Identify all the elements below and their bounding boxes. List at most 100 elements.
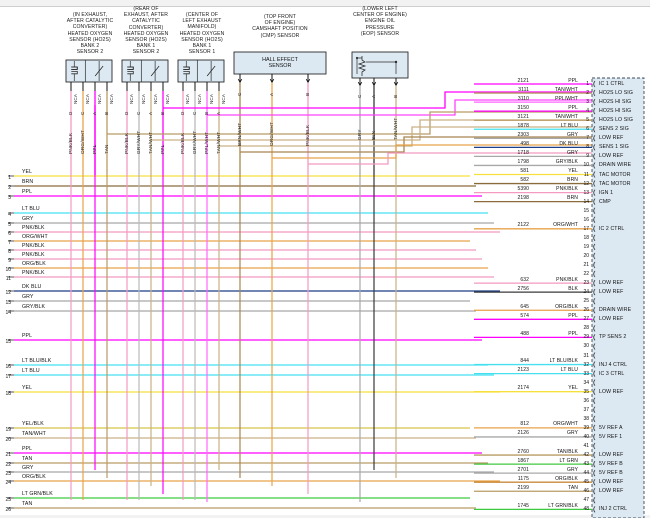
left-wire-label-16: LT BLU/BLK: [22, 357, 52, 364]
connector-pin-number-12: 12: [583, 180, 589, 187]
left-pin-number-16: 16: [5, 363, 11, 370]
circuit-color-4: PPL: [568, 104, 578, 111]
connector-clip-6: [593, 125, 596, 133]
ecm-connector-panel: [591, 77, 645, 518]
connector-clip-33: [593, 370, 596, 377]
left-pin-number-7: 7: [8, 239, 11, 246]
left-pin-number-9: 9: [8, 257, 11, 264]
pin-letter-ho2s-b1s1-D: D: [179, 111, 185, 115]
left-pin-number-6: 6: [8, 230, 11, 237]
wire-color-label-ho2s-b1s2-B: PPL: [159, 144, 165, 154]
connector-pin-number-5: 5: [586, 117, 589, 124]
connector-clip-39: [593, 424, 596, 432]
circuit-number-33: 2123: [517, 367, 529, 374]
connector-clip-48: [593, 506, 596, 513]
route-orgwht-cmp: [272, 144, 640, 159]
sensor-body-ho2s-b1s2: [121, 59, 169, 83]
connector-pin-number-20: 20: [583, 252, 589, 259]
connector-clip-9: [593, 153, 596, 160]
wire-color-label-cmp-B: PNK/BLK: [304, 124, 310, 146]
connector-clip-8: [593, 144, 596, 151]
left-pin-number-14: 14: [5, 309, 11, 316]
page-bottom-border: [0, 515, 650, 518]
left-wire-label-24: ORG/BLK: [22, 473, 46, 480]
circuit-color-48: LT GRN/BLK: [548, 502, 578, 509]
circuit-color-24: BLK: [568, 285, 578, 292]
circuit-number-45: 1175: [517, 475, 529, 482]
wire-color-label-ho2s-b1s1-A: TAN/WHT: [215, 131, 221, 154]
circuit-color-8: DK BLU: [559, 140, 578, 147]
left-wire-label-14: GRY/BLK: [22, 303, 46, 310]
left-wire-label-18: YEL: [22, 384, 33, 391]
circuit-number-27: 574: [520, 312, 529, 319]
connector-clip-34: [593, 379, 596, 386]
connector-clip-5: [593, 116, 596, 124]
left-wire-label-5: GRY: [22, 215, 34, 222]
connector-clip-44: [593, 469, 596, 477]
wire-color-label-ho2s-b1s1-C: GRY/WHT: [191, 130, 197, 154]
wire-color-label-ho2s-b1s2-A: TAN/WHT: [147, 131, 153, 154]
connector-pin-number-30: 30: [583, 343, 589, 350]
connector-clip-41: [593, 442, 596, 450]
connector-clip-23: [593, 279, 596, 287]
circuit-number-3: 3110: [517, 95, 529, 102]
connector-pin-number-14: 14: [583, 198, 589, 205]
connector-function-33: IC 3 CTRL: [599, 370, 625, 377]
connector-pin-number-39: 39: [583, 424, 589, 431]
connector-clip-42: [593, 451, 596, 459]
wire-color-label-cmp-C: BRN/WHT: [236, 122, 242, 146]
circuit-number-8: 498: [520, 140, 529, 147]
left-pin-number-24: 24: [5, 479, 11, 486]
connector-function-42: LOW REF: [599, 452, 624, 459]
left-wire-label-26: TAN: [22, 500, 33, 507]
connector-pin-number-31: 31: [583, 352, 589, 359]
left-pin-number-8: 8: [8, 248, 11, 255]
left-wire-label-8: PNK/BLK: [22, 242, 45, 249]
left-wire-label-9: PNK/BLK: [22, 251, 45, 258]
nca-label-ho2s-b2s2-D: NCA: [73, 94, 79, 104]
left-wire-label-13: GRY: [22, 293, 34, 300]
circuit-number-29: 488: [520, 330, 529, 337]
connector-function-39: 5V REF A: [599, 424, 623, 431]
eop-body: [351, 51, 409, 79]
left-wire-label-6: PNK/BLK: [22, 224, 45, 231]
pin-letter-ho2s-b2s2-A: A: [91, 111, 97, 115]
left-pin-number-17: 17: [5, 373, 11, 380]
circuit-color-42: TAN/BLK: [556, 448, 578, 455]
circuit-number-10: 1798: [517, 158, 529, 165]
connector-function-32: INJ 4 CTRL: [599, 361, 628, 368]
connector-clip-12: [593, 180, 596, 187]
connector-pin-number-48: 48: [583, 506, 589, 513]
connector-function-10: DRAIN WIRE: [599, 162, 632, 169]
connector-pin-number-26: 26: [583, 307, 589, 314]
connector-pin-number-32: 32: [583, 361, 589, 368]
connector-function-27: LOW REF: [599, 316, 624, 323]
page-top-border: [0, 0, 650, 7]
sensor-title-ho2s-b1s2: (REAR OF EXHAUST, AFTER CATALYTIC CONVER…: [123, 6, 169, 56]
route-pplwht: [207, 99, 640, 116]
connector-clip-17: [593, 225, 596, 233]
circuit-color-17: ORG/WHT: [553, 222, 578, 229]
connector-pin-number-45: 45: [583, 479, 589, 486]
circuit-number-12: 582: [520, 177, 529, 184]
connector-function-35: LOW REF: [599, 388, 624, 395]
left-wire-label-23: GRY: [22, 464, 34, 471]
pin-letter-eop-A: A: [370, 94, 376, 98]
connector-clip-20: [593, 252, 596, 260]
connector-pin-number-24: 24: [583, 289, 589, 296]
connector-function-29: TP SENS 2: [599, 334, 627, 341]
circuit-color-3: PPL/WHT: [555, 95, 578, 102]
left-pin-number-22: 22: [5, 461, 11, 468]
connector-function-43: 5V REF B: [599, 461, 623, 468]
connector-pin-number-15: 15: [583, 207, 589, 214]
connector-function-23: LOW REF: [599, 280, 624, 287]
connector-pin-number-7: 7: [586, 135, 589, 142]
left-wire-label-4: LT BLU: [22, 205, 40, 212]
route-tan-1: [107, 111, 640, 135]
connector-pin-number-28: 28: [583, 325, 589, 332]
connector-function-17: IC 2 CTRL: [599, 225, 625, 232]
circuit-color-33: LT BLU: [560, 367, 578, 374]
connector-clip-14: [593, 198, 596, 205]
pin-letter-cmp-B: B: [304, 92, 310, 96]
connector-pin-number-41: 41: [583, 443, 589, 449]
